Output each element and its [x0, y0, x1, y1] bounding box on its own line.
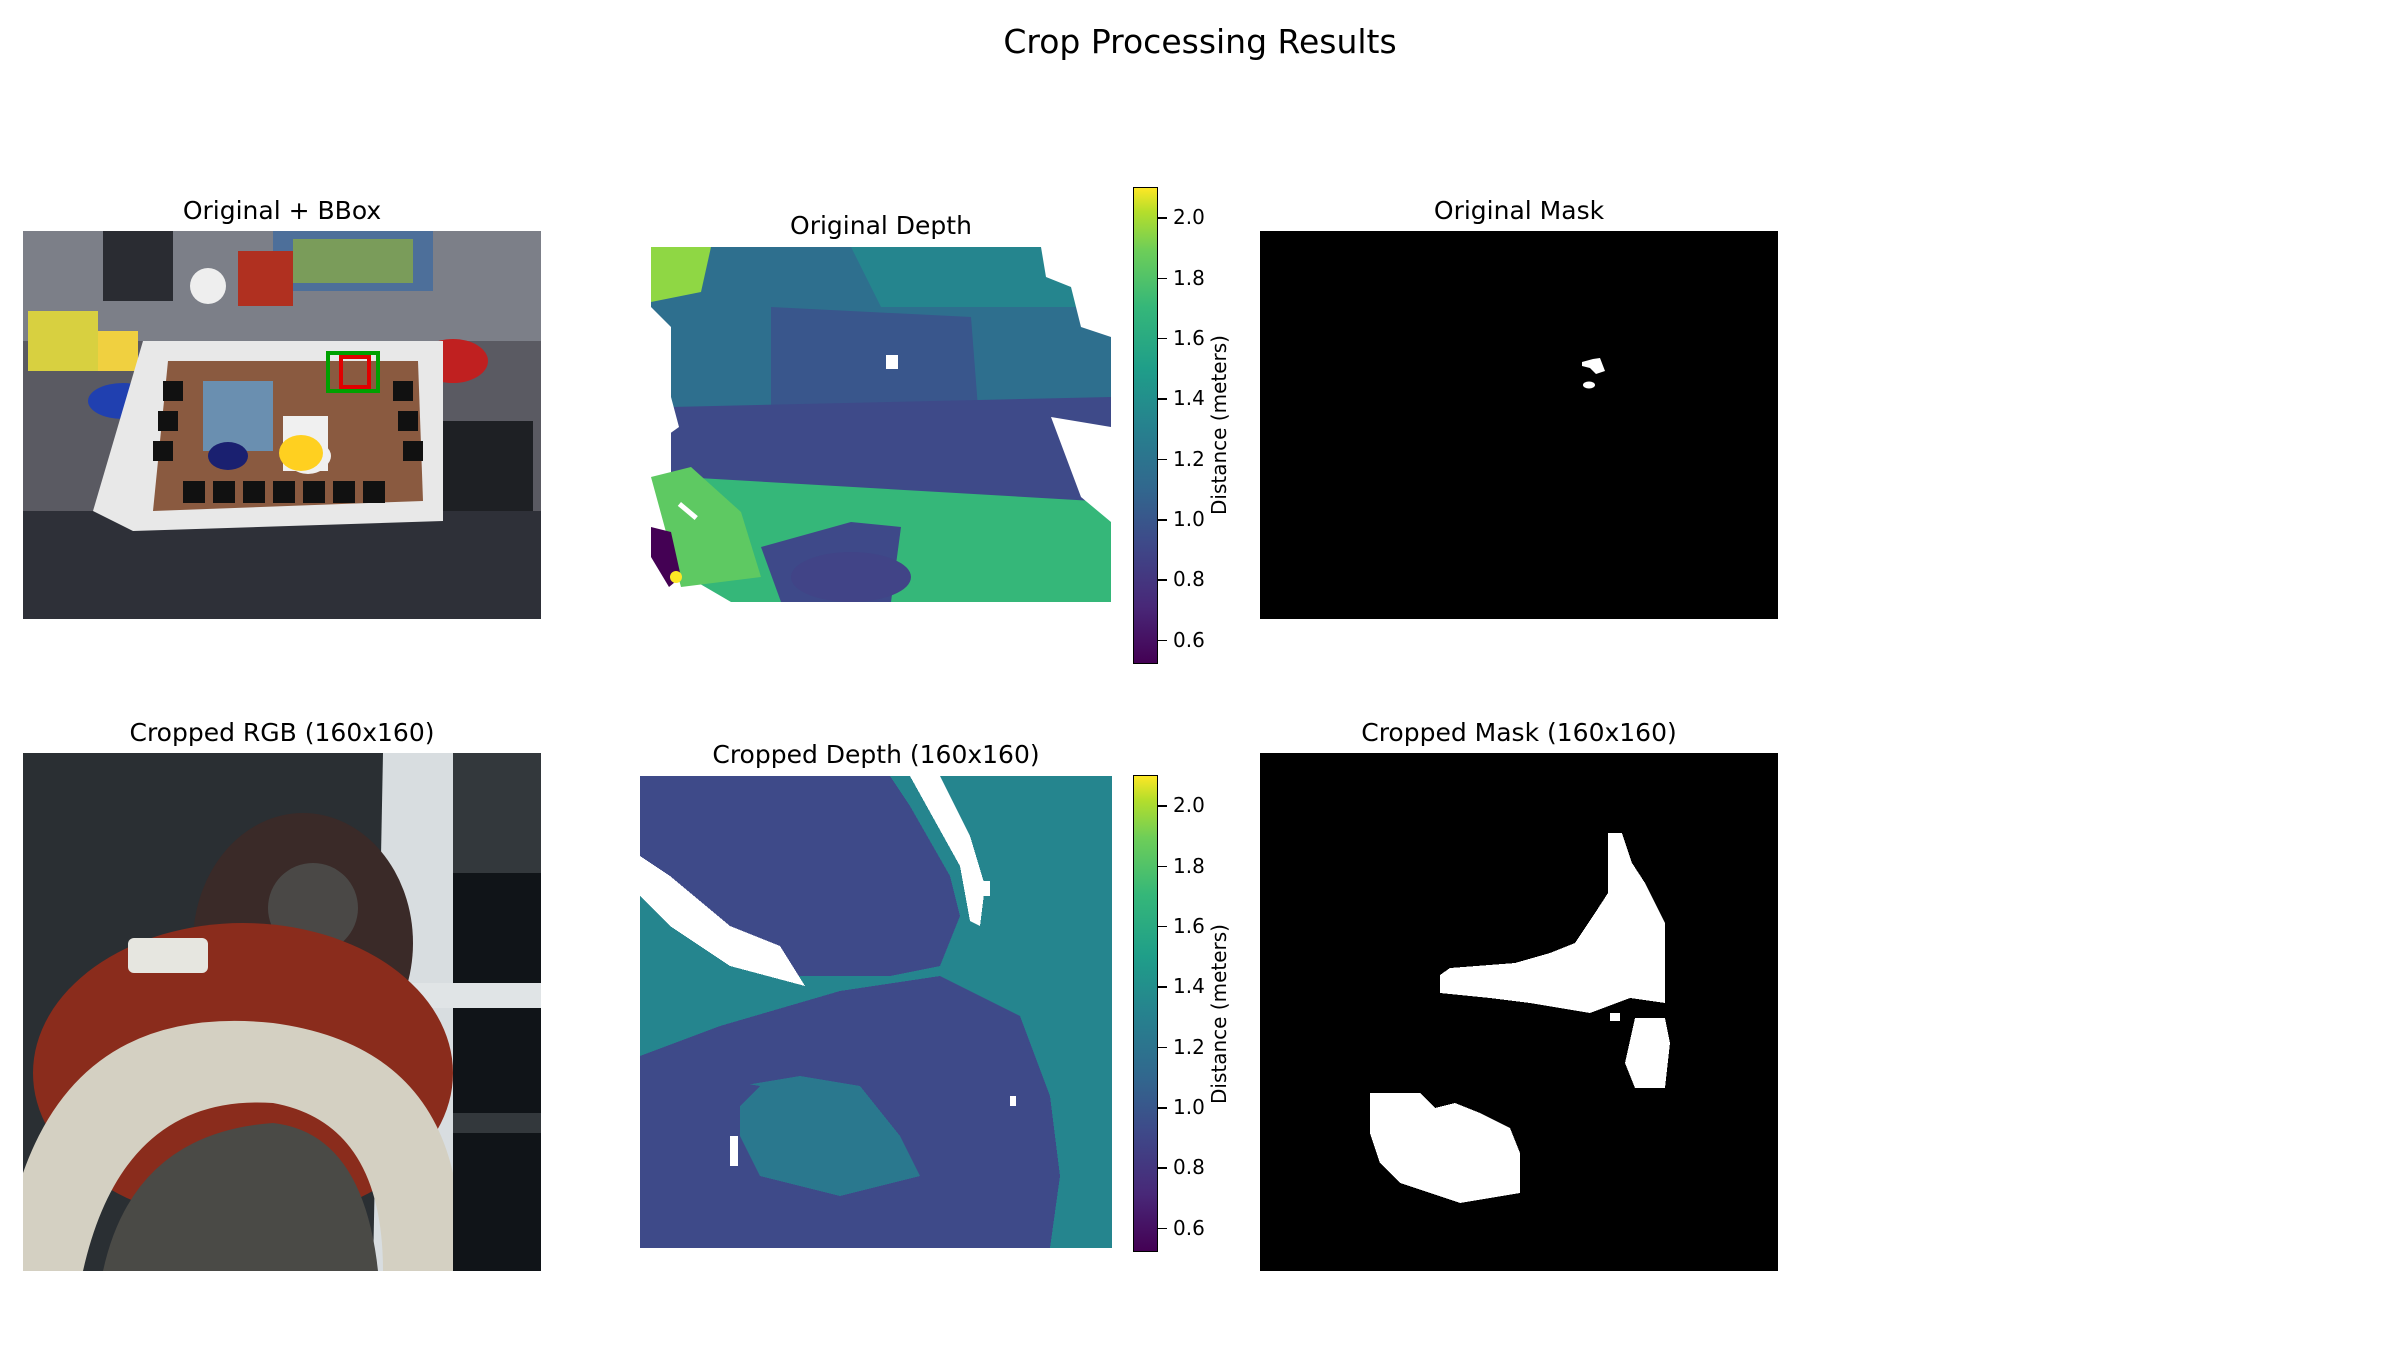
crop-depth-colorbar-tick-label: 2.0 [1173, 793, 1205, 818]
orig-depth-colorbar-tick [1158, 639, 1167, 642]
crop-depth-colorbar-tick-label: 1.0 [1173, 1095, 1205, 1120]
orig-depth-colorbar-label: Distance (meters) [1207, 335, 1231, 515]
orig-depth-colorbar-tick-label: 0.8 [1173, 567, 1205, 592]
orig-depth-colorbar-tick [1158, 519, 1167, 521]
orig-depth-colorbar-tick [1158, 458, 1167, 461]
orig-depth-title: Original Depth [790, 211, 972, 240]
crop-depth-colorbar-tick [1158, 1046, 1167, 1049]
orig-depth-colorbar-tick-label: 2.0 [1173, 205, 1205, 230]
orig-mask-title: Original Mask [1433, 196, 1605, 225]
orig-depth-colorbar-tick-label: 1.4 [1173, 386, 1205, 411]
orig-mask-image [1260, 231, 1778, 619]
crop-depth-colorbar-tick [1158, 925, 1167, 928]
orig-depth-colorbar-tick [1158, 337, 1167, 340]
crop-depth-colorbar-tick [1158, 1167, 1167, 1169]
crop-depth-colorbar [1133, 775, 1158, 1252]
orig-rgb-image [23, 231, 541, 619]
orig-depth-colorbar-tick-label: 1.6 [1173, 325, 1205, 350]
crop-depth-colorbar-tick [1158, 1227, 1167, 1230]
orig-depth-colorbar-tick-label: 1.8 [1173, 265, 1205, 290]
orig-depth-colorbar [1133, 187, 1158, 664]
crop-depth-title: Cropped Depth (160x160) [712, 740, 1040, 769]
orig-depth-image [651, 247, 1111, 602]
crop-depth-colorbar-label: Distance (meters) [1207, 924, 1231, 1104]
figure-title: Crop Processing Results [1003, 22, 1397, 61]
crop-mask-image [1260, 753, 1778, 1271]
crop-rgb-title: Cropped RGB (160x160) [129, 718, 435, 747]
crop-depth-colorbar-tick-label: 1.8 [1173, 853, 1205, 878]
orig-depth-colorbar-tick-label: 1.0 [1173, 507, 1205, 532]
orig-depth-colorbar-tick [1158, 277, 1167, 280]
crop-depth-image [640, 776, 1112, 1248]
crop-depth-colorbar-tick [1158, 1107, 1167, 1109]
crop-depth-colorbar-tick [1158, 986, 1167, 988]
crop-depth-colorbar-tick [1158, 865, 1167, 868]
orig-depth-colorbar-tick-label: 0.6 [1173, 627, 1205, 652]
orig-depth-colorbar-tick [1158, 579, 1167, 581]
crop-depth-colorbar-tick-label: 0.8 [1173, 1155, 1205, 1180]
orig-depth-colorbar-tick [1158, 217, 1167, 219]
orig-rgb-title: Original + BBox [182, 196, 382, 225]
crop-rgb-image [23, 753, 541, 1271]
crop-depth-colorbar-tick-label: 1.6 [1173, 913, 1205, 938]
crop-depth-colorbar-tick-label: 0.6 [1173, 1215, 1205, 1240]
crop-depth-colorbar-tick-label: 1.2 [1173, 1034, 1205, 1059]
crop-depth-colorbar-tick-label: 1.4 [1173, 974, 1205, 999]
crop-depth-colorbar-tick [1158, 805, 1167, 807]
orig-depth-colorbar-tick-label: 1.2 [1173, 446, 1205, 471]
crop-mask-title: Cropped Mask (160x160) [1361, 718, 1677, 747]
orig-depth-colorbar-tick [1158, 398, 1167, 400]
